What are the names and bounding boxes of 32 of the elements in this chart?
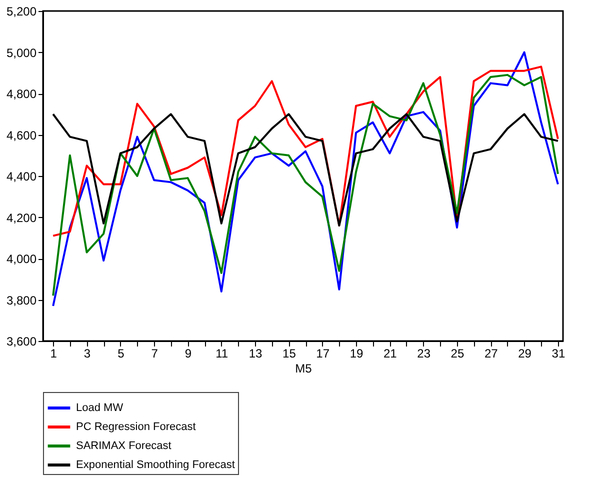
x-tick-label: 25 [450,346,464,360]
x-tick-label: 15 [282,346,296,360]
y-tick-label: 3,600 [6,334,37,348]
x-tick-label: 27 [484,346,498,360]
x-tick-label: 17 [316,346,330,360]
y-tick-label: 5,000 [6,46,37,60]
x-tick-label: 7 [151,346,158,360]
legend-label: Exponential Smoothing Forecast [76,459,235,471]
y-tick-label: 4,800 [6,87,37,101]
y-tick-label: 5,200 [6,4,37,18]
x-axis-title: M5 [295,362,312,376]
x-tick-label: 1 [50,346,58,360]
x-tick-label: 23 [417,346,431,360]
y-tick-label: 4,200 [6,210,37,225]
y-tick-label: 3,800 [6,293,37,308]
legend-label: SARIMAX Forecast [76,440,172,452]
legend-label: PC Regression Forecast [76,421,196,433]
line-series [52,66,559,237]
x-tick-label: 19 [350,346,364,360]
y-tick-label: 4,600 [6,128,37,142]
y-tick-label: 4,400 [6,170,37,184]
x-tick-label: 5 [118,346,125,360]
x-tick-label: 13 [248,346,263,360]
x-tick-label: 3 [84,346,91,360]
legend-label: Load MW [76,402,124,414]
x-tick-label: 11 [216,346,228,360]
line-series [52,113,559,226]
x-tick-label: 29 [518,346,532,360]
x-tick-label: 21 [383,346,398,360]
y-tick-label: 4,000 [6,252,37,266]
x-tick-label: 9 [184,346,192,360]
x-tick-label: 31 [552,346,566,360]
